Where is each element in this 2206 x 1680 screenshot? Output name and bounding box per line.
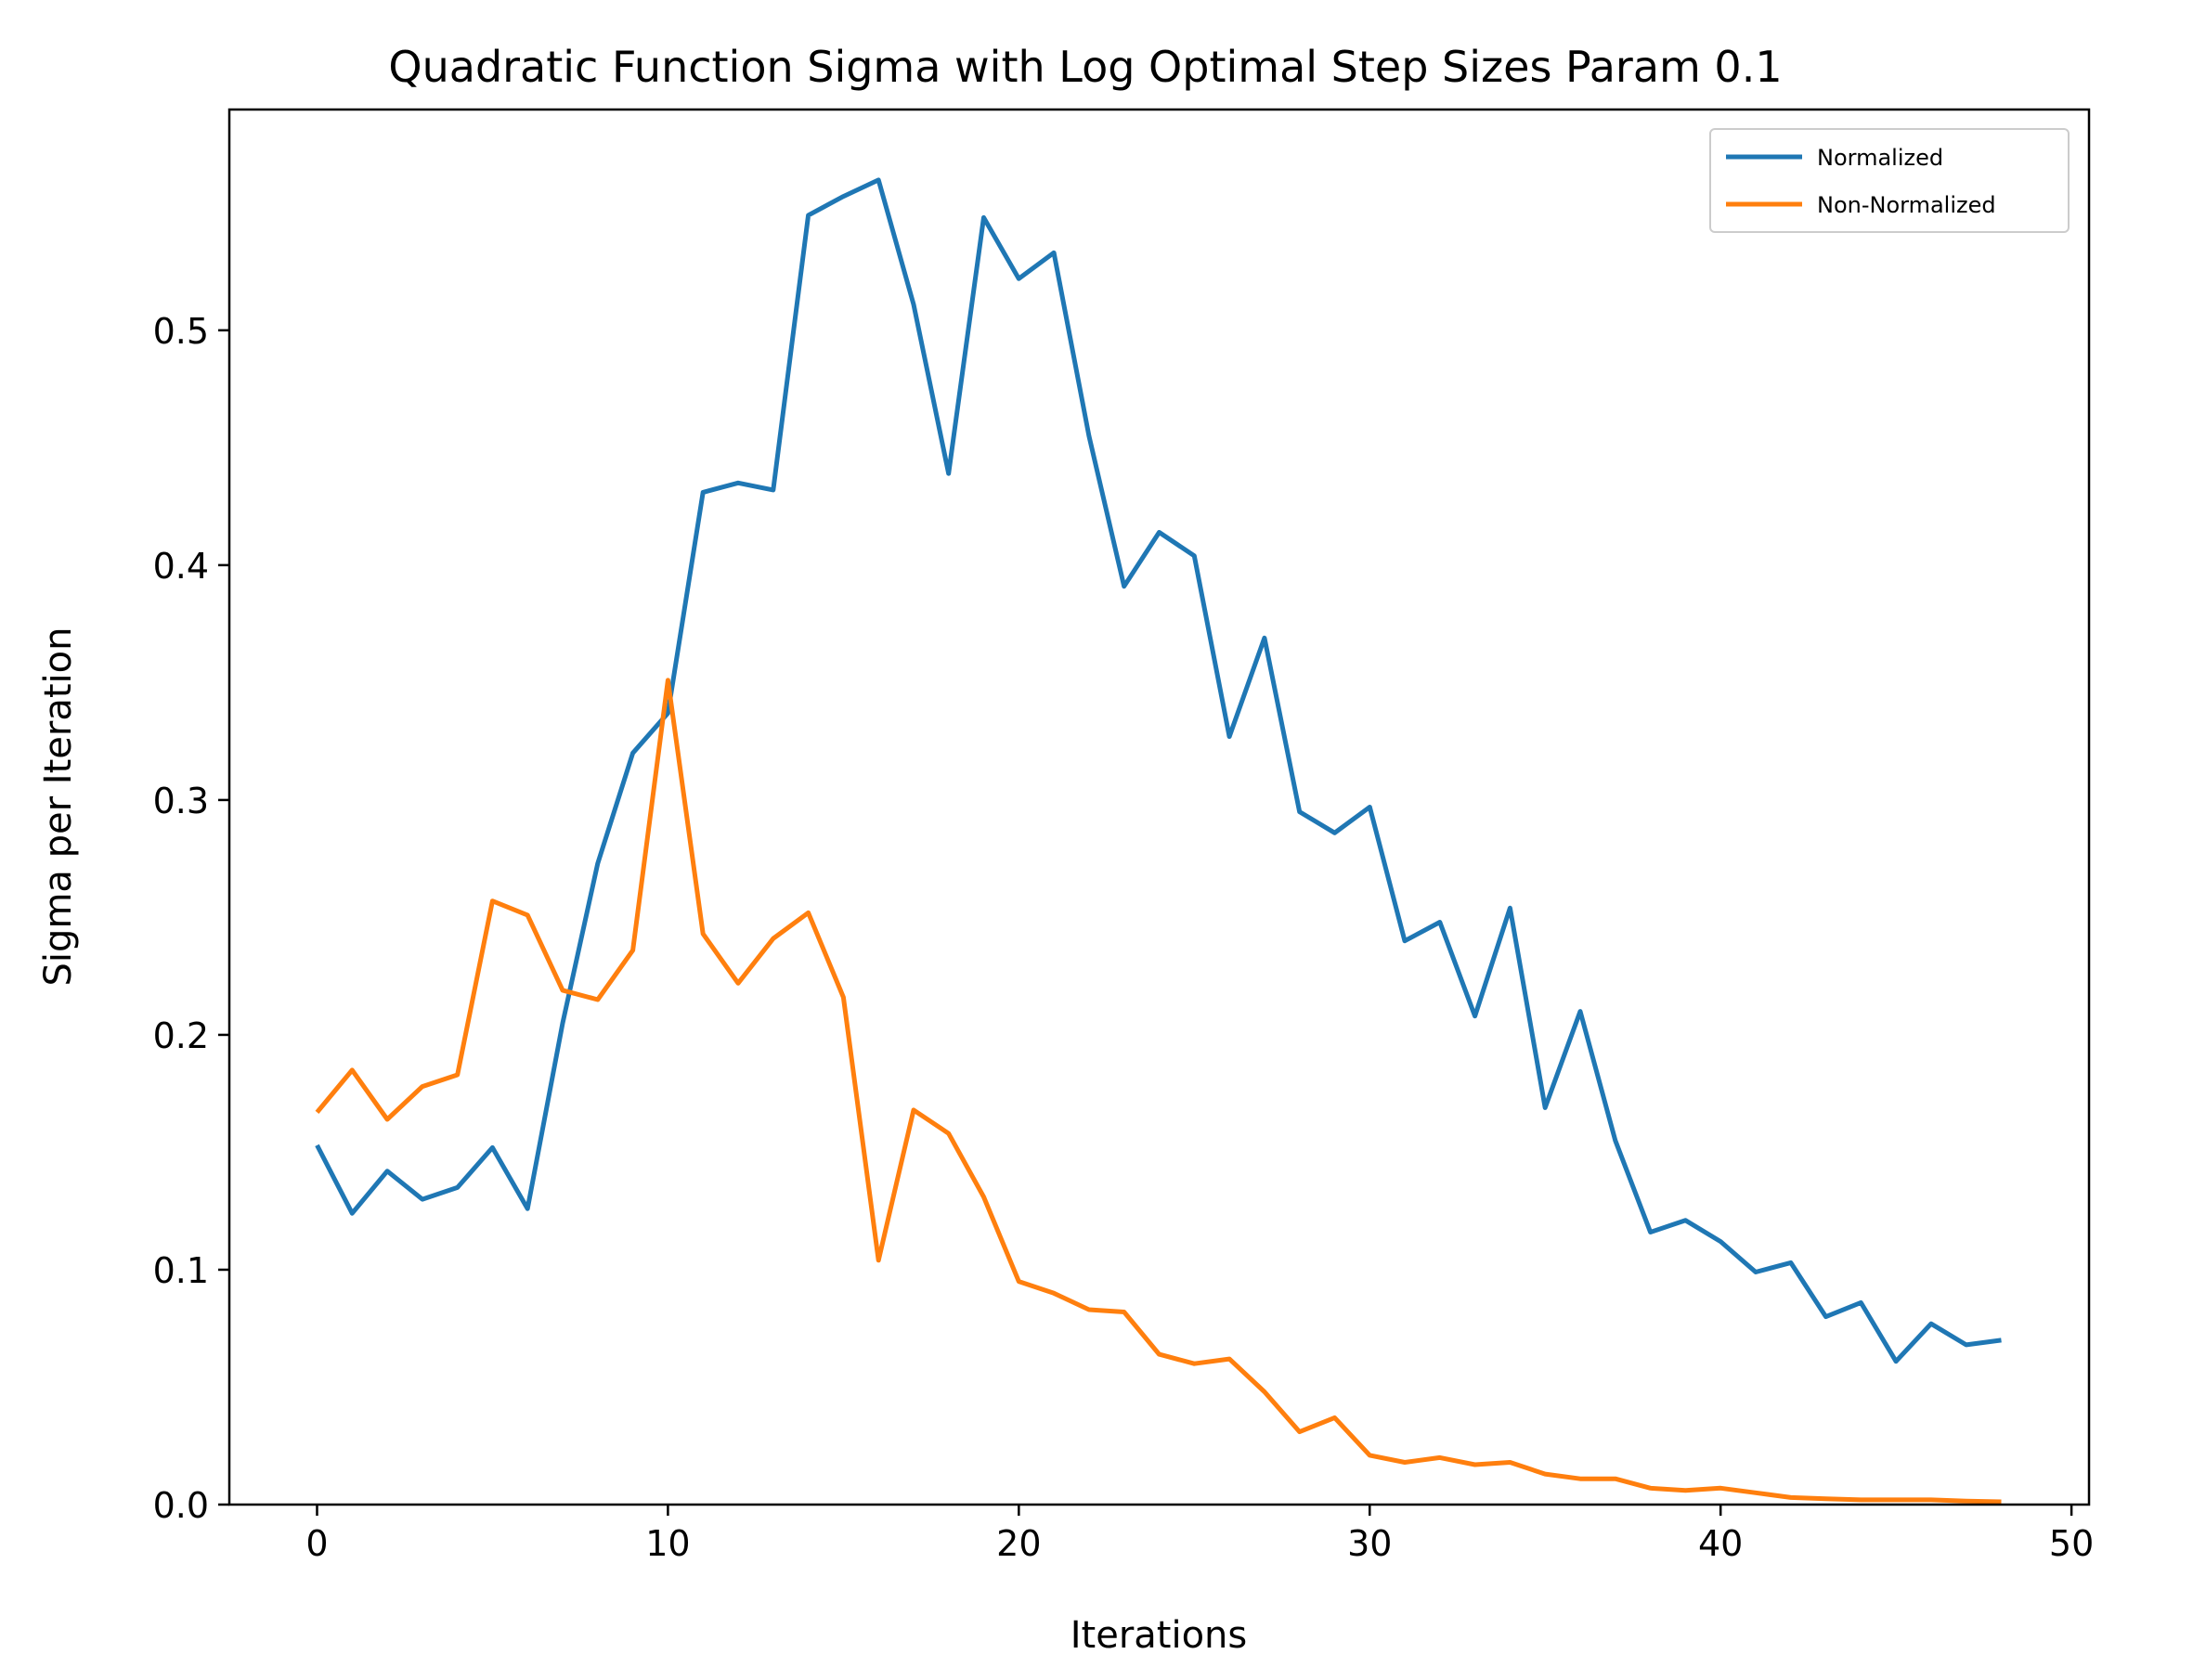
chart-title: Quadratic Function Sigma with Log Optima… <box>388 42 1782 92</box>
ticks-layer: 0 10 20 30 40 50 0.0 0.1 0.2 0.3 0.4 0.5 <box>153 311 2095 1564</box>
x-axis-label: Iterations <box>1071 1614 1248 1657</box>
y-tick-label: 0.1 <box>153 1250 209 1291</box>
x-tick-label: 40 <box>1698 1523 1743 1564</box>
series-line-non-normalized <box>315 678 2002 1505</box>
legend-label-non-normalized: Non-Normalized <box>1817 192 1996 218</box>
x-tick-label: 0 <box>305 1523 328 1564</box>
y-axis-label: Sigma per Iteration <box>37 627 80 987</box>
legend-label-normalized: Normalized <box>1817 145 1943 171</box>
y-tick-label: 0.3 <box>153 781 209 821</box>
y-tick-label: 0.5 <box>153 311 209 352</box>
y-tick-label: 0.0 <box>153 1485 209 1526</box>
x-tick-label: 20 <box>996 1523 1041 1564</box>
y-tick-label: 0.4 <box>153 546 209 587</box>
legend: Normalized Non-Normalized <box>1709 128 2070 233</box>
y-tick-label: 0.2 <box>153 1015 209 1056</box>
x-tick-label: 30 <box>1347 1523 1392 1564</box>
plot-area-frame <box>227 108 2091 1506</box>
x-tick-label: 50 <box>2049 1523 2094 1564</box>
series-line-normalized <box>315 177 2002 1364</box>
x-tick-label: 10 <box>645 1523 690 1564</box>
series-layer <box>315 177 2002 1505</box>
